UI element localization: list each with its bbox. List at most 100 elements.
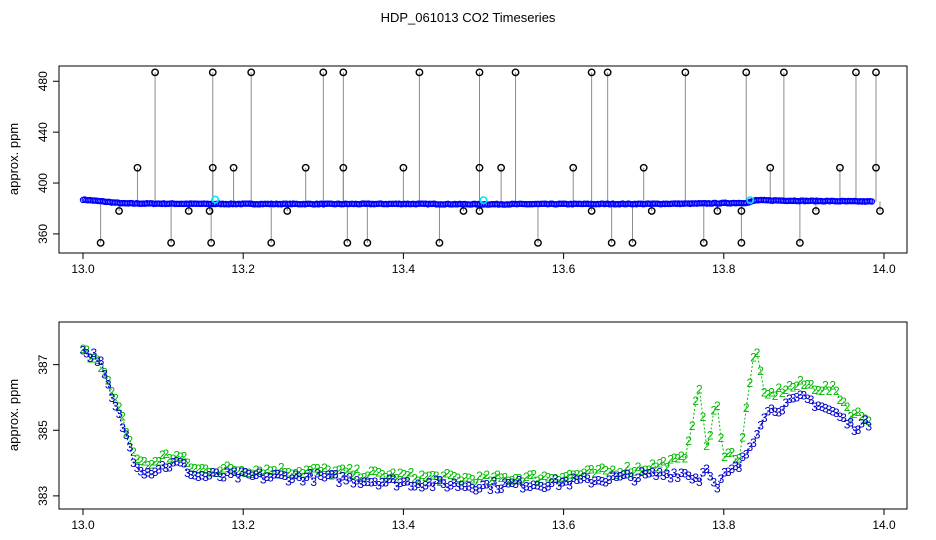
outlier-point bbox=[766, 163, 775, 172]
series-marker: 2 bbox=[310, 462, 317, 476]
series-marker: 2 bbox=[570, 468, 577, 482]
series-marker: 2 bbox=[418, 468, 425, 482]
series-marker: 2 bbox=[400, 468, 407, 482]
x-axis: 13.0 13.2 13.4 13.6 13.8 14.0 bbox=[71, 509, 896, 532]
series-marker: 2 bbox=[98, 361, 105, 375]
outlier-point bbox=[742, 68, 751, 77]
series-marker: 2 bbox=[188, 461, 195, 475]
series-marker: 2 bbox=[591, 466, 598, 480]
series-marker: 2 bbox=[555, 473, 562, 487]
series-marker: 3 bbox=[325, 468, 332, 482]
series-marker: 2 bbox=[577, 468, 584, 482]
series-marker: 3 bbox=[534, 478, 541, 492]
series-marker: 2 bbox=[718, 431, 725, 445]
series-marker: 2 bbox=[595, 463, 602, 477]
series-marker: 2 bbox=[116, 400, 123, 414]
series-marker: 3 bbox=[177, 455, 184, 469]
series-marker: 3 bbox=[833, 406, 840, 420]
series-marker: 2 bbox=[707, 429, 714, 443]
outlier-point bbox=[301, 163, 310, 172]
series-marker: 3 bbox=[242, 465, 249, 479]
series-marker: 3 bbox=[397, 476, 404, 490]
series-marker: 2 bbox=[278, 460, 285, 474]
series-marker: 3 bbox=[797, 388, 804, 402]
series-marker: 2 bbox=[761, 386, 768, 400]
series-marker: 3 bbox=[440, 477, 447, 491]
series-marker: 3 bbox=[710, 476, 717, 490]
outlier-point bbox=[647, 207, 656, 215]
series-marker: 3 bbox=[584, 472, 591, 486]
series-marker: 2 bbox=[267, 464, 274, 478]
series-marker: 3 bbox=[732, 459, 739, 473]
series-marker: 3 bbox=[577, 472, 584, 486]
outlier-point bbox=[475, 207, 484, 215]
series-marker: 3 bbox=[328, 468, 335, 482]
series-marker: 3 bbox=[667, 471, 674, 485]
series-marker: 3 bbox=[808, 393, 815, 407]
series-marker: 3 bbox=[245, 467, 252, 481]
series-marker: 2 bbox=[689, 419, 696, 433]
outlier-point bbox=[639, 163, 648, 172]
series-marker: 2 bbox=[94, 353, 101, 367]
series-marker: 3 bbox=[736, 461, 743, 475]
series-marker: 3 bbox=[743, 447, 750, 461]
series-marker: 3 bbox=[282, 469, 289, 483]
series-marker: 3 bbox=[346, 471, 353, 485]
series-marker: 2 bbox=[501, 470, 508, 484]
series-marker: 3 bbox=[480, 478, 487, 492]
series-marker: 3 bbox=[458, 479, 465, 493]
series-marker: 3 bbox=[227, 467, 234, 481]
series-marker: 3 bbox=[588, 477, 595, 491]
series-marker: 2 bbox=[282, 466, 289, 480]
series-marker: 3 bbox=[725, 465, 732, 479]
series-marker: 2 bbox=[851, 407, 858, 421]
series-marker: 3 bbox=[801, 388, 808, 402]
series-marker: 2 bbox=[224, 459, 231, 473]
series-marker: 3 bbox=[127, 441, 134, 455]
series-marker: 2 bbox=[328, 468, 335, 482]
series-marker: 3 bbox=[80, 343, 87, 357]
series-marker: 3 bbox=[664, 467, 671, 481]
series-marker: 2 bbox=[602, 464, 609, 478]
series-marker: 3 bbox=[163, 461, 170, 475]
series-marker: 3 bbox=[364, 475, 371, 489]
series-marker: 3 bbox=[804, 392, 811, 406]
series-marker: 3 bbox=[613, 470, 620, 484]
series-marker: 2 bbox=[173, 448, 180, 462]
series-marker: 3 bbox=[235, 472, 242, 486]
series-marker: 3 bbox=[451, 476, 458, 490]
outlier-point bbox=[511, 68, 520, 77]
series-marker: 2 bbox=[674, 452, 681, 466]
series-marker: 2 bbox=[721, 450, 728, 464]
series-marker: 2 bbox=[649, 457, 656, 471]
series-marker: 2 bbox=[148, 458, 155, 472]
series-marker: 3 bbox=[119, 421, 126, 435]
series-marker: 3 bbox=[87, 351, 94, 365]
outlier-point bbox=[534, 238, 542, 247]
series-marker: 2 bbox=[660, 455, 667, 469]
series-marker: 2 bbox=[473, 477, 480, 491]
series-marker: 2 bbox=[523, 470, 530, 484]
series-marker: 2 bbox=[631, 464, 638, 478]
series-marker: 3 bbox=[181, 457, 188, 471]
series-marker: 3 bbox=[429, 480, 436, 494]
series-marker: 2 bbox=[184, 456, 191, 470]
series-marker: 2 bbox=[108, 385, 115, 399]
series-marker: 2 bbox=[336, 463, 343, 477]
series-marker: 3 bbox=[595, 473, 602, 487]
series-marker: 2 bbox=[444, 467, 451, 481]
series-marker: 3 bbox=[779, 404, 786, 418]
series-marker: 2 bbox=[238, 464, 245, 478]
series-marker: 3 bbox=[271, 467, 278, 481]
series-marker: 3 bbox=[519, 481, 526, 495]
series-marker: 3 bbox=[739, 450, 746, 464]
series-marker: 3 bbox=[134, 461, 141, 475]
series-marker: 2 bbox=[548, 471, 555, 485]
series-marker: 3 bbox=[559, 476, 566, 490]
series-marker: 3 bbox=[411, 480, 418, 494]
series-marker: 2 bbox=[664, 461, 671, 475]
outlier-point bbox=[167, 238, 176, 247]
series-marker: 3 bbox=[303, 470, 310, 484]
series-marker: 3 bbox=[552, 472, 559, 486]
series-marker: 2 bbox=[458, 474, 465, 488]
